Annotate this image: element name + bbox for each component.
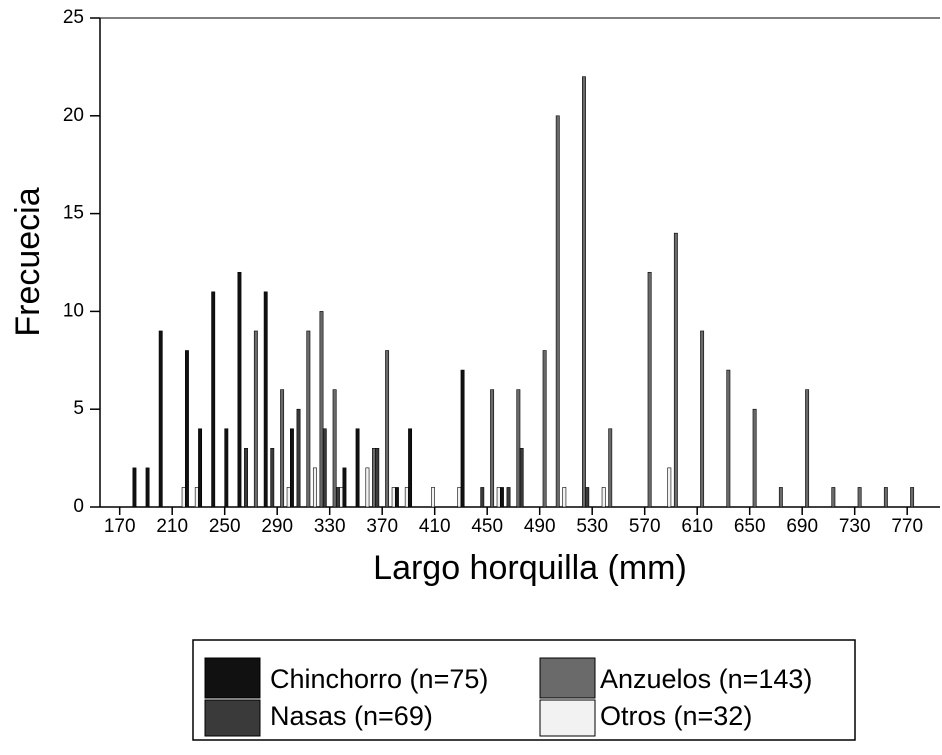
bar [194, 487, 199, 508]
bar [391, 487, 396, 508]
bar [339, 487, 344, 508]
bar [457, 487, 462, 508]
y-tick-label: 0 [73, 496, 84, 517]
x-tick-label: 250 [209, 516, 241, 537]
x-tick-label: 610 [681, 516, 713, 537]
bar [667, 467, 672, 508]
y-axis-title: Frecuecia [9, 187, 47, 336]
x-tick-label: 690 [786, 516, 818, 537]
x-axis-title: Largo horquilla (mm) [373, 549, 687, 587]
y-tick-label: 25 [63, 7, 84, 28]
bar [332, 389, 337, 508]
bar [585, 487, 590, 508]
bar [365, 467, 370, 508]
bar [322, 428, 327, 508]
bar [555, 115, 560, 508]
bar [145, 467, 150, 508]
bar [805, 389, 810, 508]
x-tick-label: 370 [366, 516, 398, 537]
legend-label: Otros (n=32) [600, 701, 752, 731]
bar [181, 487, 186, 508]
bar [480, 487, 485, 508]
bar [500, 487, 504, 508]
bar [408, 428, 413, 508]
bar [244, 448, 248, 508]
bar [460, 369, 465, 508]
bar [726, 369, 731, 508]
legend-swatch [539, 699, 596, 737]
x-tick-label: 450 [471, 516, 503, 537]
bar [270, 448, 275, 508]
bar [778, 487, 783, 508]
bar [286, 487, 291, 508]
bar [253, 330, 258, 508]
y-tick-label: 5 [73, 398, 84, 419]
bar [290, 428, 294, 508]
bar [355, 428, 360, 508]
bar [395, 487, 399, 508]
x-tick-label: 490 [524, 516, 556, 537]
bar [198, 428, 203, 508]
bar [582, 76, 586, 508]
bar [335, 487, 340, 508]
bar [319, 311, 324, 508]
legend-swatch [204, 699, 261, 737]
x-tick-label: 410 [419, 516, 451, 537]
bar [506, 487, 511, 508]
bar [404, 487, 409, 508]
legend-box [192, 639, 856, 741]
x-tick-label: 210 [156, 516, 188, 537]
bar [647, 271, 652, 508]
bar [237, 271, 242, 508]
bar [280, 389, 285, 508]
legend-label: Nasas (n=69) [270, 701, 433, 731]
bar [296, 408, 301, 508]
bar [306, 330, 311, 508]
bar [132, 467, 137, 508]
bar [542, 350, 547, 508]
bar [562, 487, 567, 508]
bar [490, 389, 495, 508]
bar [312, 467, 317, 508]
bar [910, 487, 915, 508]
bar [516, 389, 521, 508]
bar [519, 448, 524, 508]
legend-swatch [539, 657, 596, 699]
bar [385, 350, 390, 508]
y-tick-label: 20 [63, 105, 84, 126]
x-tick-label: 650 [734, 516, 766, 537]
y-tick-label: 15 [63, 203, 84, 224]
x-tick-label: 570 [629, 516, 661, 537]
x-tick-label: 770 [891, 516, 923, 537]
legend-label: Anzuelos (n=143) [600, 664, 812, 694]
bar [431, 487, 435, 508]
bar [496, 487, 501, 508]
bar [608, 428, 613, 508]
bar [372, 448, 376, 508]
bar [883, 487, 888, 508]
bar [224, 428, 229, 508]
bar [857, 487, 862, 508]
bar [342, 467, 347, 508]
bar [601, 487, 606, 508]
x-tick-label: 290 [261, 516, 293, 537]
bar [673, 232, 678, 508]
bar [700, 330, 705, 508]
bar [831, 487, 836, 508]
legend-swatch [204, 657, 261, 699]
bar [158, 330, 163, 508]
bar [185, 350, 189, 508]
bar [375, 448, 380, 508]
bar [263, 291, 268, 508]
bar [752, 408, 757, 508]
bar [211, 291, 216, 508]
x-tick-label: 330 [314, 516, 346, 537]
y-tick-label: 10 [63, 300, 84, 321]
legend-label: Chinchorro (n=75) [270, 664, 488, 694]
x-tick-label: 530 [576, 516, 608, 537]
x-tick-label: 170 [104, 516, 136, 537]
x-tick-label: 730 [839, 516, 871, 537]
